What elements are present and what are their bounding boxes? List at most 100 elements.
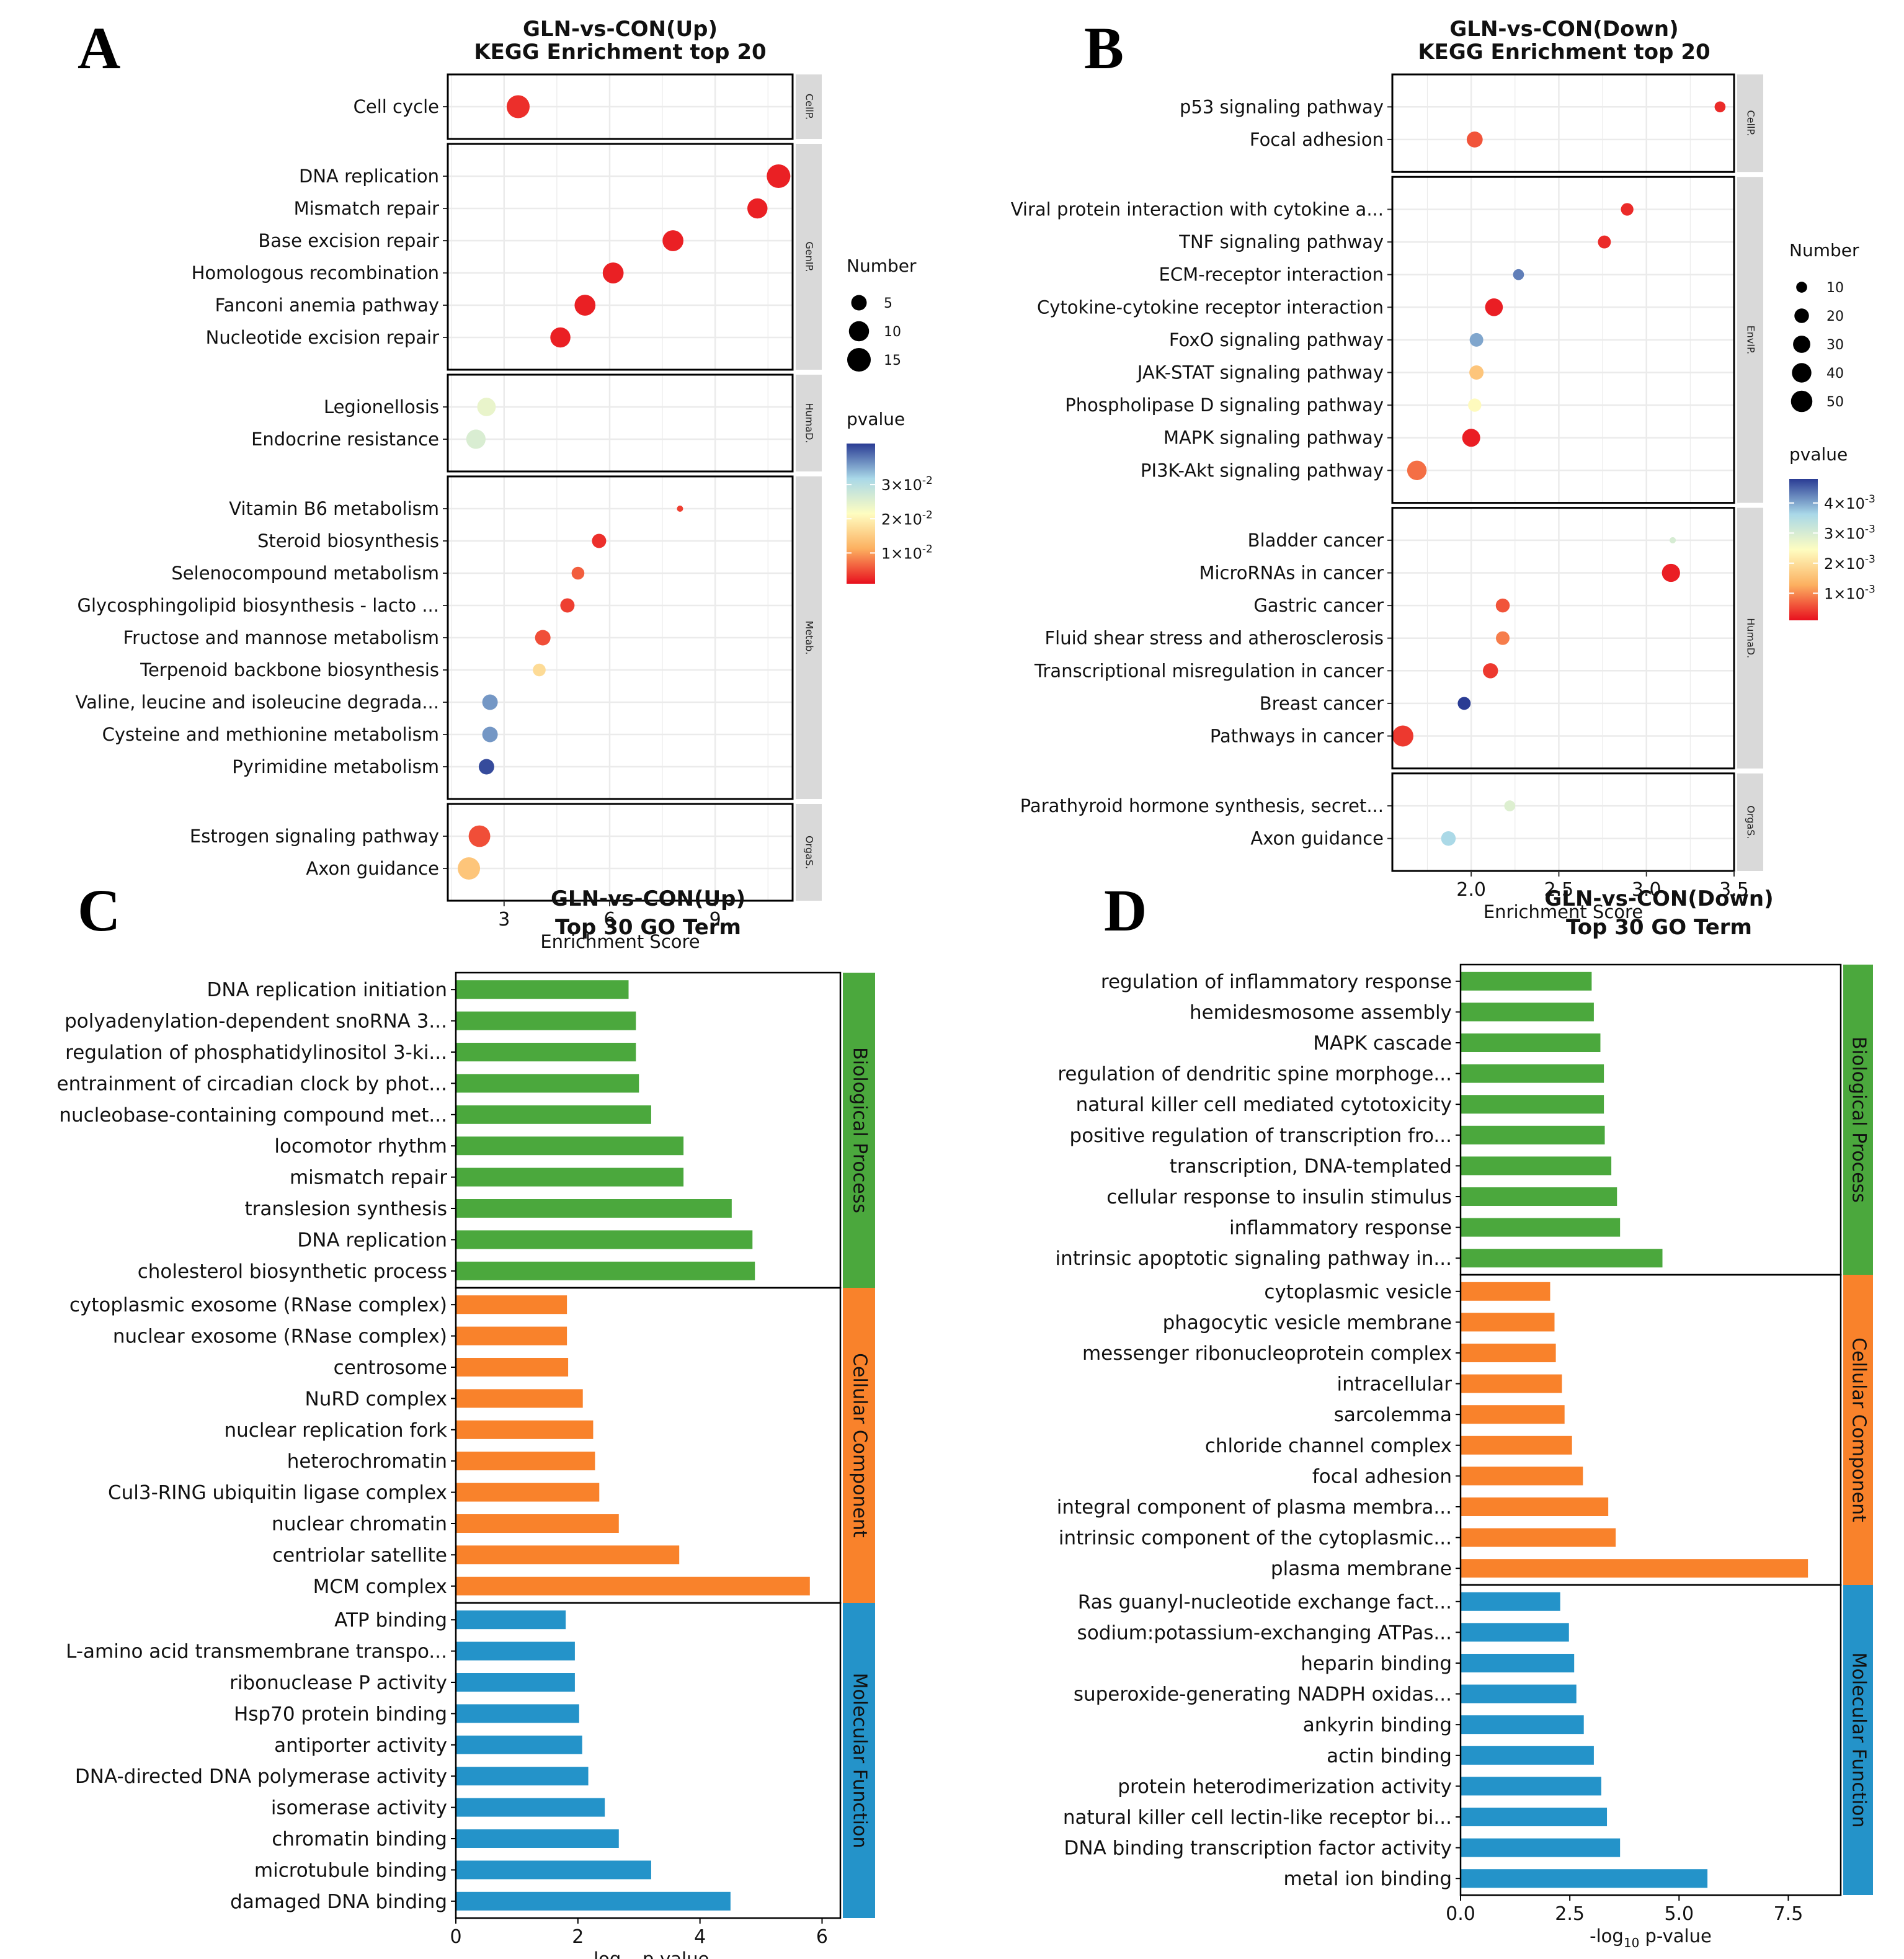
- term-label: L-amino acid transmembrane transpo...: [66, 1641, 447, 1663]
- size-legend-title: Number: [1789, 240, 1859, 261]
- data-point: [1407, 460, 1427, 481]
- facet-strip-label: CellP.: [1745, 110, 1757, 136]
- term-label: Axon guidance: [306, 858, 439, 879]
- term-label: PI3K-Akt signaling pathway: [1141, 460, 1384, 481]
- x-tick-label: 6: [603, 909, 615, 930]
- term-label: Legionellosis: [324, 396, 439, 417]
- panel-letter-b: B: [1084, 15, 1124, 81]
- bar: [1461, 1218, 1621, 1237]
- facet-strip: [1737, 177, 1763, 503]
- term-label: regulation of inflammatory response: [1101, 971, 1452, 993]
- facet-border: [447, 475, 794, 800]
- term-label: inflammatory response: [1229, 1217, 1452, 1239]
- term-label: damaged DNA binding: [230, 1891, 447, 1913]
- bar: [456, 1326, 567, 1345]
- size-legend: Number 10 20 30 40 50: [1789, 240, 1859, 413]
- term-label: entrainment of circadian clock by phot..…: [57, 1073, 447, 1095]
- term-label: cholesterol biosynthetic process: [138, 1261, 447, 1283]
- bar: [456, 1545, 680, 1564]
- term-label: Terpenoid backbone biosynthesis: [140, 659, 439, 681]
- data-point: [1462, 429, 1480, 447]
- term-label: Breast cancer: [1260, 693, 1384, 714]
- bar: [456, 1891, 731, 1911]
- kegg-b-title-line2: KEGG Enrichment top 20: [1418, 40, 1710, 65]
- bar: [1461, 971, 1592, 991]
- term-label: ECM-receptor interaction: [1159, 264, 1384, 285]
- size-legend-label: 40: [1826, 366, 1844, 382]
- term-label: p53 signaling pathway: [1180, 96, 1384, 117]
- term-label: microtubule binding: [254, 1859, 447, 1881]
- data-point: [1441, 831, 1456, 846]
- bar: [456, 980, 629, 999]
- term-label: natural killer cell mediated cytotoxicit…: [1076, 1094, 1452, 1116]
- data-point: [1621, 203, 1634, 216]
- bar: [1461, 1715, 1584, 1734]
- kegg-b-title-line1: GLN-vs-CON(Down): [1449, 17, 1678, 42]
- term-label: DNA binding transcription factor activit…: [1064, 1837, 1452, 1860]
- facet-strip: [796, 74, 822, 139]
- size-legend-dot: [1794, 308, 1809, 323]
- term-label: intrinsic component of the cytoplasmic..…: [1059, 1527, 1452, 1550]
- bar: [456, 1704, 579, 1723]
- data-point: [506, 95, 530, 118]
- group-strip-label: Molecular Function: [1848, 1653, 1870, 1828]
- data-point: [468, 825, 491, 847]
- size-legend-label: 15: [884, 353, 901, 368]
- x-tick-label: 3.0: [1632, 879, 1662, 901]
- term-label: hemidesmosome assembly: [1190, 1001, 1452, 1024]
- panel-letter-d: D: [1104, 877, 1147, 944]
- bar: [456, 1074, 639, 1093]
- facet-strip: [796, 375, 822, 471]
- data-point: [592, 533, 607, 548]
- facet-strip-label: OrgaS.: [1745, 805, 1757, 839]
- term-label: metal ion binding: [1283, 1868, 1452, 1890]
- panel-letter-a: A: [78, 15, 120, 81]
- data-point: [1392, 725, 1413, 747]
- go-d-title-line1: GLN-vs-CON(Down): [1544, 886, 1773, 911]
- group-border: [455, 1602, 842, 1919]
- bar: [1461, 1435, 1572, 1455]
- bar: [456, 1261, 755, 1280]
- term-label: Cell cycle: [354, 96, 439, 117]
- size-legend-label: 20: [1826, 309, 1844, 324]
- term-label: MicroRNAs in cancer: [1199, 563, 1384, 584]
- bar: [1461, 1313, 1555, 1332]
- x-tick-label: 4: [694, 1926, 706, 1948]
- go-group-cellular-component: cytoplasmic exosome (RNase complex) nucle…: [69, 1287, 875, 1604]
- bar: [1461, 1282, 1550, 1301]
- term-label: Viral protein interaction with cytokine …: [1011, 199, 1384, 220]
- go-group-molecular-function: ATP binding L-amino acid transmembrane tr…: [66, 1602, 875, 1919]
- term-label: DNA-directed DNA polymerase activity: [75, 1765, 447, 1788]
- bar: [456, 1295, 567, 1314]
- facet-genip: DNA replication Mismatch repair Base excis…: [192, 143, 822, 371]
- term-label: Valine, leucine and isoleucine degrada..…: [76, 692, 439, 713]
- bar: [456, 1389, 583, 1408]
- bar: [456, 1735, 582, 1754]
- kegg-panel-a: GLN-vs-CON(Up)KEGG Enrichment top 20Cell…: [76, 17, 933, 952]
- term-label: heparin binding: [1301, 1653, 1452, 1675]
- group-strip: [1843, 1585, 1873, 1895]
- x-tick-label: 2.0: [1456, 879, 1486, 901]
- data-point: [533, 663, 546, 677]
- term-label: ATP binding: [334, 1609, 447, 1631]
- data-point: [560, 598, 575, 613]
- term-label: Pathways in cancer: [1210, 726, 1384, 747]
- term-label: Parathyroid hormone synthesis, secret...: [1020, 795, 1384, 816]
- bar: [1461, 1623, 1569, 1642]
- size-legend-label: 10: [884, 324, 901, 340]
- term-label: translesion synthesis: [244, 1198, 447, 1220]
- facet-background: [448, 375, 793, 471]
- data-point: [1598, 235, 1611, 249]
- group-strip-label: Biological Process: [1848, 1037, 1870, 1203]
- facet-metab: Vitamin B6 metabolism Steroid biosynthesi…: [76, 475, 822, 800]
- panel-letter-c: C: [78, 877, 120, 944]
- bar: [1461, 1405, 1565, 1424]
- term-label: intrinsic apoptotic signaling pathway in…: [1055, 1247, 1452, 1270]
- term-label: centriolar satellite: [272, 1544, 447, 1566]
- term-label: MAPK cascade: [1313, 1032, 1452, 1055]
- facet-border: [1391, 772, 1735, 872]
- term-label: cytoplasmic vesicle: [1264, 1281, 1452, 1303]
- term-label: Homologous recombination: [192, 262, 439, 283]
- data-point: [1485, 298, 1503, 316]
- bar: [456, 1798, 605, 1817]
